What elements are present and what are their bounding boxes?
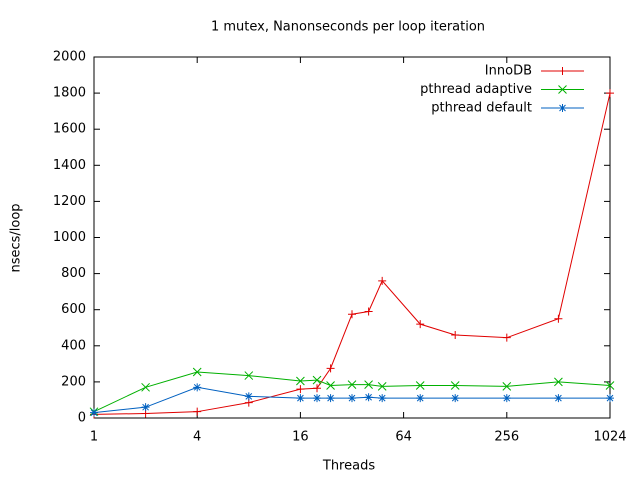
y-tick-label: 200 [61, 374, 86, 389]
plot-frame [93, 56, 611, 419]
data-point [364, 307, 373, 316]
data-point [296, 385, 305, 394]
series-line [93, 92, 611, 415]
data-point [326, 381, 335, 390]
data-point [606, 394, 614, 403]
data-point [141, 403, 150, 412]
y-tick-label: 400 [61, 338, 86, 353]
chart-title: 1 mutex, Nanonseconds per loop iteration [211, 20, 485, 35]
data-point [378, 276, 387, 285]
y-tick-label: 1200 [53, 194, 86, 209]
x-tick-label: 64 [395, 430, 412, 445]
data-point [416, 320, 425, 329]
x-tick-label: 1024 [593, 430, 626, 445]
y-axis-label: nsecs/loop [9, 203, 24, 272]
data-point [364, 393, 373, 402]
data-point [606, 89, 614, 98]
data-point [378, 394, 387, 403]
data-point [554, 314, 563, 323]
x-tick-label: 256 [494, 430, 519, 445]
series-line [93, 371, 611, 413]
y-tick-label: 1000 [53, 230, 86, 245]
legend-marker [558, 67, 567, 75]
data-point [244, 371, 254, 380]
y-tick-label: 800 [61, 266, 86, 281]
data-point [502, 382, 512, 391]
data-point [605, 381, 615, 390]
data-point [312, 375, 322, 385]
y-tick-label: 600 [61, 302, 86, 317]
data-point [326, 394, 335, 403]
legend-marker [558, 104, 567, 112]
data-point [554, 377, 563, 387]
data-point [416, 394, 425, 403]
x-tick-label: 16 [292, 430, 309, 445]
data-point [347, 380, 357, 389]
legend-label: pthread default [431, 101, 532, 116]
data-point [313, 384, 322, 393]
data-point [502, 394, 511, 403]
y-tick-label: 1400 [53, 158, 86, 173]
data-point [554, 394, 563, 403]
data-point [502, 333, 511, 342]
data-point [141, 382, 150, 392]
data-point [348, 394, 356, 403]
data-point [348, 310, 356, 319]
data-point [193, 407, 202, 416]
y-tick-label: 0 [78, 411, 86, 426]
y-tick-label: 1800 [53, 86, 86, 101]
data-point [313, 394, 322, 403]
data-point [296, 394, 305, 403]
data-point [451, 330, 460, 339]
data-point [451, 394, 460, 403]
x-tick-label: 1 [90, 430, 98, 445]
data-point [364, 380, 373, 389]
data-point [377, 382, 387, 391]
data-point [90, 408, 98, 417]
legend-label: pthread adaptive [420, 82, 532, 97]
x-tick-label: 4 [193, 430, 201, 445]
legend-marker [558, 85, 567, 94]
data-point [326, 364, 335, 373]
data-point [244, 392, 253, 401]
y-tick-label: 1600 [53, 122, 86, 137]
y-tick-label: 2000 [53, 50, 86, 65]
x-axis-label: Threads [322, 459, 375, 474]
legend-label: InnoDB [485, 64, 532, 79]
data-point [450, 381, 460, 390]
data-point [193, 383, 202, 392]
data-point [296, 376, 305, 386]
data-point [192, 367, 202, 377]
data-point [415, 381, 425, 390]
